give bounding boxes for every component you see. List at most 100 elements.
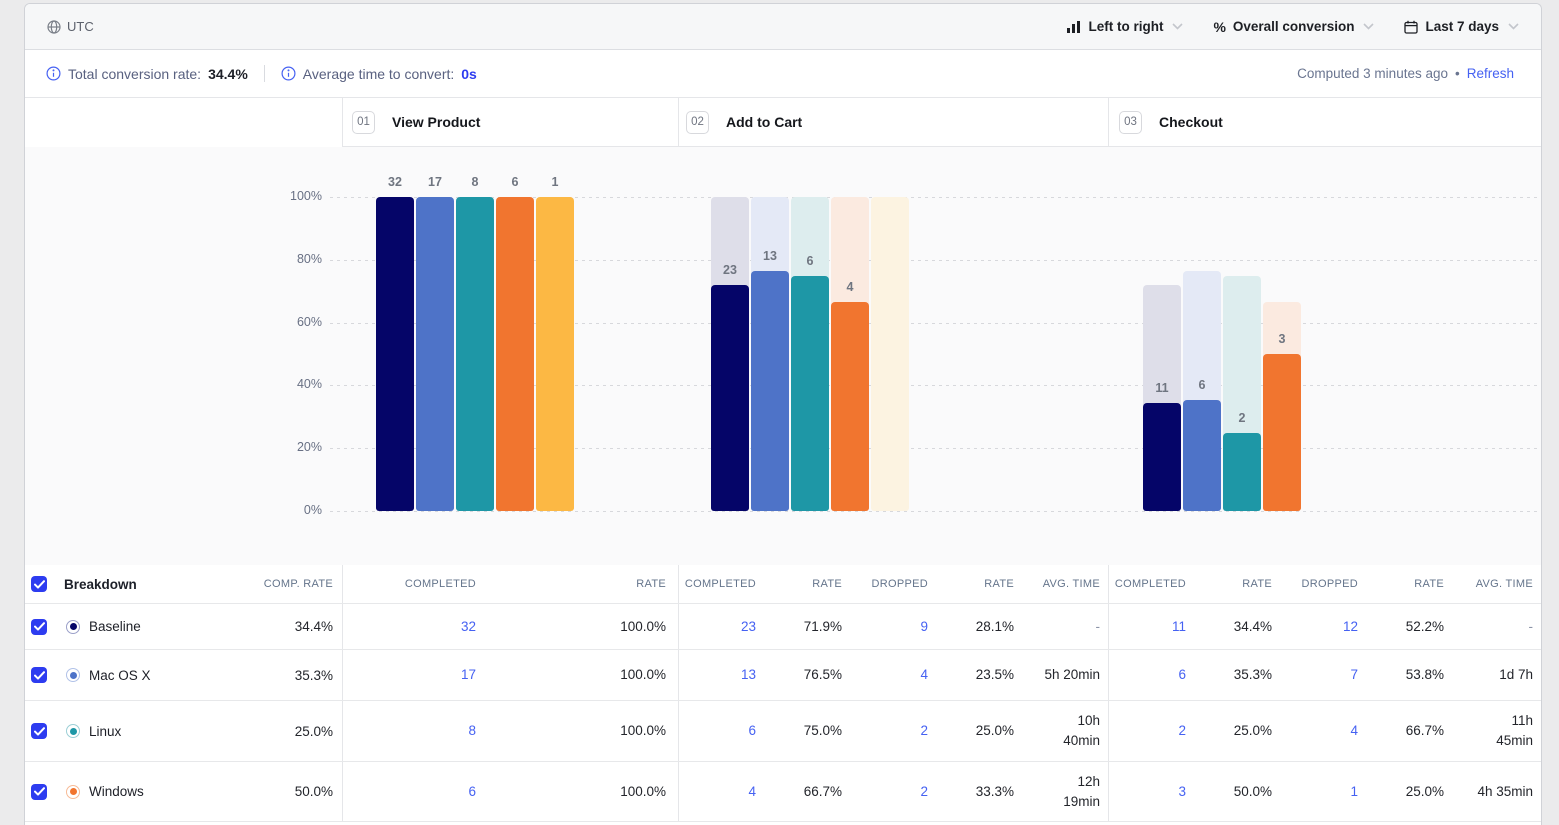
bar-chart-icon <box>1067 20 1081 33</box>
step-number-badge: 02 <box>686 110 709 134</box>
row-breakdown-section: Windows 50.0% <box>25 762 342 821</box>
step-header-add-to-cart[interactable]: 02 Add to Cart <box>686 110 802 134</box>
gridline <box>330 448 1541 450</box>
completed-count[interactable]: 23 <box>740 618 756 634</box>
row-checkbox[interactable] <box>31 576 47 592</box>
avg-time: - <box>1095 618 1101 634</box>
bar-completed[interactable] <box>376 197 414 511</box>
breakdown-row-baseline: Baseline 34.4% 32 100.0% 23 71.9% 9 28.1% - 11 34.… <box>25 604 1541 650</box>
completed-count[interactable]: 32 <box>460 618 476 634</box>
dropped-count[interactable]: 9 <box>920 618 928 634</box>
completed-count[interactable]: 6 <box>468 783 476 799</box>
column-header: AVG. TIME <box>1042 578 1100 590</box>
avg-time: - <box>1528 618 1534 634</box>
step-header-view-product[interactable]: 01 View Product <box>352 110 480 134</box>
completed-count[interactable]: 13 <box>740 667 756 683</box>
funnel-stats-bar: Total conversion rate: 34.4% Average tim… <box>25 50 1541 98</box>
bar-completed[interactable] <box>416 197 454 511</box>
bar-completed[interactable] <box>536 197 574 511</box>
column-header: DROPPED <box>1301 578 1358 590</box>
completed-count[interactable]: 17 <box>460 667 476 683</box>
avg-time: 5h 20min <box>1044 667 1100 683</box>
breakdown-row-windows: Windows 50.0% 6 100.0% 4 66.7% 2 33.3% 12h 19min… <box>25 762 1541 822</box>
bar-completed[interactable] <box>831 301 869 511</box>
comp-rate-value: 35.3% <box>294 667 333 683</box>
y-axis-tick: 0% <box>303 503 322 517</box>
bar-completed[interactable] <box>1223 432 1261 511</box>
bar-completed[interactable] <box>496 197 534 511</box>
breakdown-row-linux: Linux 25.0% 8 100.0% 6 75.0% 2 25.0% 10h 40min 2 2… <box>25 701 1541 762</box>
bar-completed[interactable] <box>1263 354 1301 511</box>
step-header-checkout[interactable]: 03 Checkout <box>1119 110 1223 134</box>
calendar-icon <box>1404 20 1419 34</box>
completed-count[interactable]: 6 <box>1178 667 1186 683</box>
bar-count-label: 13 <box>763 248 777 263</box>
bar-completed[interactable] <box>791 275 829 511</box>
gridline <box>330 259 1541 261</box>
info-icon <box>46 66 61 81</box>
completed-count[interactable]: 3 <box>1178 783 1186 799</box>
completed-count[interactable]: 8 <box>468 723 476 739</box>
completed-count[interactable]: 11 <box>1171 618 1186 634</box>
date-range-dropdown[interactable]: Last 7 days <box>1404 19 1519 34</box>
bullet-separator: • <box>1454 66 1460 81</box>
timezone-control[interactable]: UTC <box>47 19 94 34</box>
drop-rate: 33.3% <box>975 783 1014 799</box>
bar-count-label: 23 <box>723 263 737 278</box>
bar-count-label: 6 <box>806 253 814 268</box>
comp-rate-value: 34.4% <box>294 619 333 634</box>
dropped-count[interactable]: 7 <box>1350 667 1358 683</box>
bar-completed[interactable] <box>711 285 749 511</box>
bar-count-label: 6 <box>511 175 519 189</box>
avg-time: 10h 40min <box>1063 713 1100 748</box>
column-header: DROPPED <box>871 578 928 590</box>
row-checkbox[interactable] <box>31 783 47 800</box>
percent-icon: % <box>1213 18 1226 35</box>
completed-count[interactable]: 4 <box>748 783 756 799</box>
row-step3-section: 2 25.0% 4 66.7% 11h 45min <box>1108 701 1541 761</box>
computed-ago-text: Computed 3 minutes ago <box>1297 66 1448 81</box>
column-header: RATE <box>1242 578 1272 590</box>
row-checkbox[interactable] <box>31 618 47 635</box>
conversion-rate: 66.7% <box>803 783 842 799</box>
bar-count-label: 6 <box>1198 378 1206 393</box>
insight-toolbar: UTC Left to right % Overall conversion <box>25 4 1541 50</box>
drop-rate: 25.0% <box>1405 783 1444 799</box>
row-step2-section: 23 71.9% 9 28.1% - <box>678 604 1108 649</box>
bar-completed[interactable] <box>1183 400 1221 511</box>
bar-count-label: 32 <box>388 175 402 189</box>
bar-completed[interactable] <box>751 270 789 511</box>
refresh-link[interactable]: Refresh <box>1466 66 1514 81</box>
funnel-direction-dropdown[interactable]: Left to right <box>1066 19 1184 34</box>
comp-rate-header: COMP. RATE <box>263 578 333 590</box>
column-header: RATE <box>1414 578 1444 590</box>
row-step1-section: 32 100.0% <box>342 604 678 649</box>
series-color-icon <box>66 724 80 738</box>
row-breakdown-section: Mac OS X 35.3% <box>25 650 342 700</box>
step-number-badge: 01 <box>352 110 375 134</box>
row-step2-section: 4 66.7% 2 33.3% 12h 19min <box>678 762 1108 821</box>
dropped-count[interactable]: 2 <box>920 723 928 739</box>
column-header: RATE <box>984 578 1014 590</box>
bar-count-label: 1 <box>551 175 559 189</box>
dropped-count[interactable]: 1 <box>1350 783 1358 799</box>
bar-previous-step <box>871 197 909 511</box>
dropped-count[interactable]: 4 <box>1350 723 1358 739</box>
completed-count[interactable]: 2 <box>1178 723 1186 739</box>
bar-completed[interactable] <box>1143 402 1181 511</box>
dropped-count[interactable]: 2 <box>920 783 928 799</box>
chevron-down-icon <box>1508 23 1519 30</box>
conversion-rate: 71.9% <box>803 618 842 634</box>
step-name-label: Checkout <box>1159 114 1223 130</box>
completed-count[interactable]: 6 <box>748 723 756 739</box>
y-axis-tick: 60% <box>296 314 322 329</box>
metric-dropdown[interactable]: % Overall conversion <box>1213 18 1375 35</box>
dropped-count[interactable]: 4 <box>920 667 928 683</box>
row-checkbox[interactable] <box>31 667 47 683</box>
dropped-count[interactable]: 12 <box>1342 618 1358 634</box>
row-checkbox[interactable] <box>31 723 47 739</box>
gridline <box>330 511 1541 512</box>
bar-completed[interactable] <box>456 197 494 511</box>
row-breakdown-section: Linux 25.0% <box>25 701 342 761</box>
series-color-icon <box>66 784 80 799</box>
